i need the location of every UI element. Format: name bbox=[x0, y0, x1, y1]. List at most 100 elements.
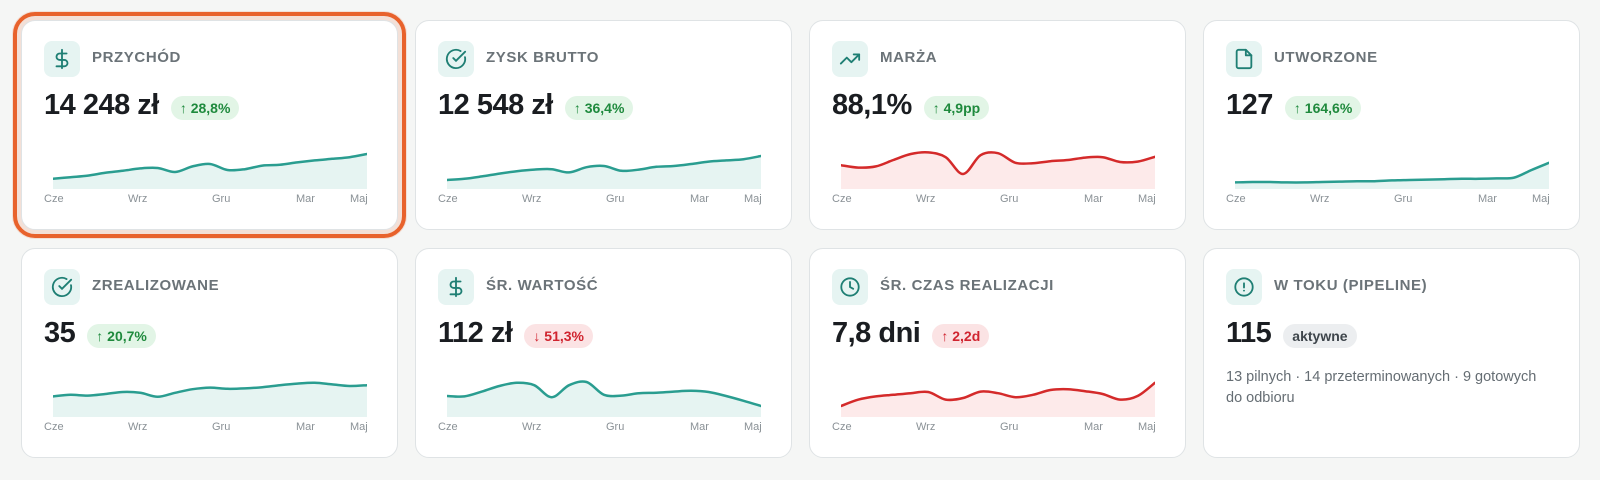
month-label: Wrz bbox=[128, 193, 148, 205]
sparkline bbox=[1235, 161, 1549, 189]
month-label: Mar bbox=[296, 193, 315, 205]
month-label: Wrz bbox=[916, 193, 936, 205]
month-label: Wrz bbox=[916, 421, 936, 433]
month-label: Gru bbox=[1394, 193, 1413, 205]
card-label: MARŻA bbox=[880, 49, 938, 66]
month-label: Gru bbox=[212, 193, 231, 205]
month-label: Mar bbox=[690, 421, 709, 433]
card-value: 112 zł bbox=[438, 317, 513, 349]
sparkline-line bbox=[841, 381, 1155, 408]
month-label: Maj bbox=[1532, 193, 1550, 205]
clock-icon bbox=[832, 269, 868, 305]
month-label: Wrz bbox=[1310, 193, 1330, 205]
month-label: Gru bbox=[212, 421, 231, 433]
month-label: Maj bbox=[744, 193, 762, 205]
sparkline bbox=[841, 150, 1155, 189]
trend-badge: ↑ 20,7% bbox=[87, 323, 156, 348]
kpi-card-avg-fulfillment-time[interactable]: ŚR. CZAS REALIZACJI 7,8 dni ↑ 2,2d Cze Wr… bbox=[809, 248, 1186, 458]
month-label: Gru bbox=[606, 421, 625, 433]
status-badge: aktywne bbox=[1283, 323, 1357, 348]
card-value: 14 248 zł bbox=[44, 89, 159, 121]
trend-badge: ↑ 2,2d bbox=[932, 323, 990, 348]
card-label: W TOKU (PIPELINE) bbox=[1274, 277, 1428, 294]
dollar-icon bbox=[438, 269, 474, 305]
sparkline-area bbox=[447, 381, 761, 417]
sparkline-line bbox=[841, 150, 1155, 176]
month-axis: Cze Wrz Gru Mar Maj bbox=[438, 421, 772, 435]
sparkline-area bbox=[53, 382, 367, 417]
kpi-card-revenue[interactable]: PRZYCHÓD 14 248 zł ↑ 28,8% Cze Wrz Gru Mar M… bbox=[13, 12, 406, 238]
month-label: Cze bbox=[832, 421, 852, 433]
trending-up-icon bbox=[832, 41, 868, 77]
dollar-icon bbox=[44, 41, 80, 77]
card-label: UTWORZONE bbox=[1274, 49, 1378, 66]
month-label: Gru bbox=[1000, 193, 1019, 205]
sparkline-area bbox=[53, 154, 367, 189]
card-value: 115 bbox=[1226, 317, 1272, 349]
sparkline-line bbox=[447, 154, 761, 182]
month-label: Maj bbox=[350, 421, 368, 433]
month-axis: Cze Wrz Gru Mar Maj bbox=[1226, 193, 1560, 207]
card-value: 35 bbox=[44, 317, 76, 349]
sparkline-area bbox=[1235, 162, 1549, 189]
month-label: Cze bbox=[438, 193, 458, 205]
sparkline-area bbox=[841, 382, 1155, 417]
sparkline bbox=[447, 380, 761, 417]
card-value: 88,1% bbox=[832, 89, 912, 121]
month-axis: Cze Wrz Gru Mar Maj bbox=[832, 421, 1166, 435]
month-label: Mar bbox=[296, 421, 315, 433]
sparkline bbox=[841, 381, 1155, 417]
document-icon bbox=[1226, 41, 1262, 77]
month-label: Mar bbox=[1478, 193, 1497, 205]
pipeline-description: 13 pilnych · 14 przeterminowanych · 9 go… bbox=[1226, 369, 1537, 406]
alert-circle-icon bbox=[1226, 269, 1262, 305]
month-axis: Cze Wrz Gru Mar Maj bbox=[44, 421, 378, 435]
kpi-card-completed[interactable]: ZREALIZOWANE 35 ↑ 20,7% Cze Wrz Gru Mar Maj bbox=[21, 248, 398, 458]
kpi-card-gross-profit[interactable]: ZYSK BRUTTO 12 548 zł ↑ 36,4% Cze Wrz Gru M… bbox=[415, 20, 792, 230]
month-label: Cze bbox=[44, 421, 64, 433]
month-label: Maj bbox=[744, 421, 762, 433]
month-axis: Cze Wrz Gru Mar Maj bbox=[44, 193, 378, 207]
trend-badge: ↑ 36,4% bbox=[564, 95, 634, 120]
month-label: Gru bbox=[606, 193, 625, 205]
month-label: Wrz bbox=[128, 421, 148, 433]
month-axis: Cze Wrz Gru Mar Maj bbox=[832, 193, 1166, 207]
card-label: ZYSK BRUTTO bbox=[486, 49, 599, 66]
trend-badge: ↑ 4,9pp bbox=[923, 95, 990, 120]
sparkline-area bbox=[447, 156, 761, 189]
card-value: 127 bbox=[1226, 89, 1273, 121]
trend-badge: ↑ 164,6% bbox=[1284, 95, 1362, 120]
month-label: Maj bbox=[1138, 193, 1156, 205]
card-label: ZREALIZOWANE bbox=[92, 277, 220, 294]
kpi-card-avg-value[interactable]: ŚR. WARTOŚĆ 112 zł ↓ 51,3% Cze Wrz Gru Mar M… bbox=[415, 248, 792, 458]
sparkline-line bbox=[1235, 161, 1549, 184]
check-circle-icon bbox=[44, 269, 80, 305]
month-label: Wrz bbox=[522, 421, 542, 433]
sparkline bbox=[53, 381, 367, 417]
sparkline-line bbox=[447, 380, 761, 408]
month-axis: Cze Wrz Gru Mar Maj bbox=[438, 193, 772, 207]
month-label: Mar bbox=[1084, 193, 1103, 205]
month-label: Wrz bbox=[522, 193, 542, 205]
month-label: Mar bbox=[1084, 421, 1103, 433]
kpi-card-created[interactable]: UTWORZONE 127 ↑ 164,6% Cze Wrz Gru Mar Maj bbox=[1203, 20, 1580, 230]
check-circle-icon bbox=[438, 41, 474, 77]
card-label: ŚR. CZAS REALIZACJI bbox=[880, 277, 1054, 294]
card-value: 12 548 zł bbox=[438, 89, 553, 121]
month-label: Cze bbox=[832, 193, 852, 205]
sparkline bbox=[53, 152, 367, 189]
kpi-card-pipeline[interactable]: W TOKU (PIPELINE) 115 aktywne 13 pilnych… bbox=[1203, 248, 1580, 458]
kpi-card-margin[interactable]: MARŻA 88,1% ↑ 4,9pp Cze Wrz Gru Mar Maj bbox=[809, 20, 1186, 230]
month-label: Maj bbox=[1138, 421, 1156, 433]
month-label: Cze bbox=[438, 421, 458, 433]
month-label: Mar bbox=[690, 193, 709, 205]
trend-badge: ↓ 51,3% bbox=[524, 323, 593, 348]
month-label: Gru bbox=[1000, 421, 1019, 433]
month-label: Cze bbox=[44, 193, 64, 205]
sparkline bbox=[447, 154, 761, 189]
card-value: 7,8 dni bbox=[832, 317, 921, 349]
sparkline-line bbox=[53, 381, 367, 399]
sparkline-line bbox=[53, 152, 367, 181]
card-label: ŚR. WARTOŚĆ bbox=[486, 277, 599, 294]
month-label: Cze bbox=[1226, 193, 1246, 205]
